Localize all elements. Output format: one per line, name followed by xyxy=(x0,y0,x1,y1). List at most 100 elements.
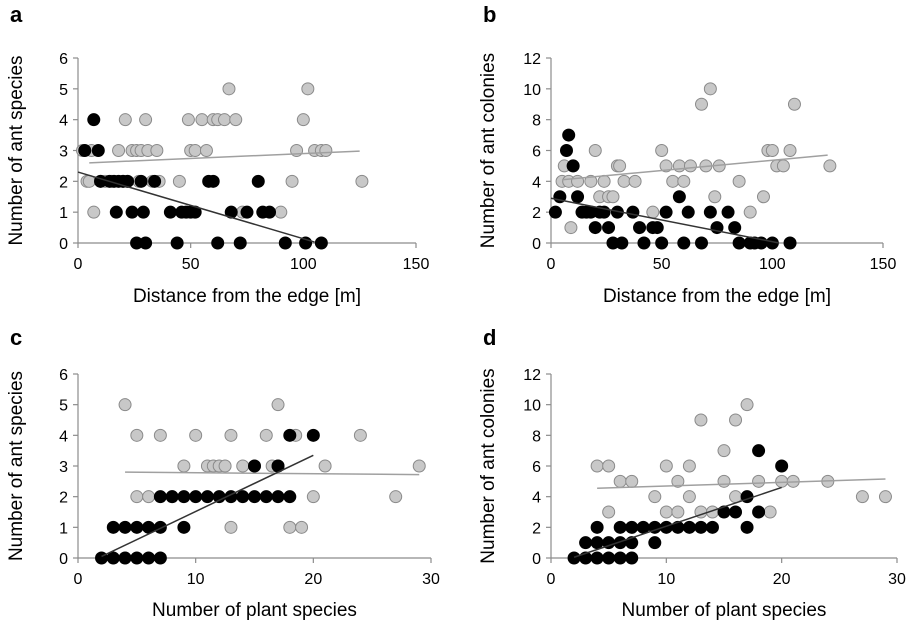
x-tick-label: 150 xyxy=(870,256,897,273)
gray-data-point xyxy=(584,174,598,188)
x-tick-label: 0 xyxy=(547,256,556,273)
black-data-point xyxy=(695,236,709,250)
gray-data-point xyxy=(717,474,731,488)
black-data-point xyxy=(177,520,191,534)
black-data-point xyxy=(153,551,167,565)
black-data-point xyxy=(672,190,686,204)
y-tick-label: 8 xyxy=(532,113,541,130)
gray-data-point xyxy=(130,490,144,504)
black-data-point xyxy=(118,520,132,534)
gray-data-point xyxy=(389,490,403,504)
gray-trend-line xyxy=(561,154,828,181)
black-data-point xyxy=(655,236,669,250)
black-data-point xyxy=(637,236,651,250)
black-data-point xyxy=(306,428,320,442)
panel-letter: c xyxy=(10,325,22,350)
gray-data-point xyxy=(195,113,209,127)
black-data-point xyxy=(602,221,616,235)
gray-data-point xyxy=(765,144,779,157)
gray-data-point xyxy=(659,459,673,473)
y-tick-label: 6 xyxy=(59,367,68,384)
gray-data-point xyxy=(732,174,746,188)
black-data-point xyxy=(153,520,167,534)
gray-data-point xyxy=(259,428,273,442)
gray-data-point xyxy=(236,459,250,473)
y-tick-label: 10 xyxy=(523,82,541,99)
black-data-point xyxy=(783,236,797,250)
gray-data-point xyxy=(783,144,797,157)
y-tick-label: 6 xyxy=(532,144,541,161)
black-data-point xyxy=(703,205,717,219)
gray-data-point xyxy=(708,190,722,204)
y-tick-label: 4 xyxy=(532,174,541,191)
black-data-point xyxy=(278,236,292,250)
gray-trend-line xyxy=(597,478,886,489)
y-tick-label: 8 xyxy=(532,428,541,445)
black-data-point xyxy=(613,520,627,534)
gray-data-point xyxy=(283,520,297,534)
gray-data-point xyxy=(153,428,167,442)
gray-data-point xyxy=(613,474,627,488)
black-data-point xyxy=(283,490,297,504)
black-data-point xyxy=(259,490,273,504)
black-data-point xyxy=(240,205,254,219)
gray-data-point xyxy=(659,505,673,519)
gray-data-point xyxy=(855,490,869,504)
black-trend-line xyxy=(77,171,315,243)
black-data-point xyxy=(677,236,691,250)
y-tick-label: 0 xyxy=(59,551,68,568)
gray-data-point xyxy=(295,520,309,534)
black-data-point xyxy=(590,520,604,534)
gray-data-point xyxy=(118,398,132,412)
black-data-point xyxy=(732,236,746,250)
x-tick-label: 100 xyxy=(759,256,786,273)
gray-data-point xyxy=(177,459,191,473)
x-axis-title: Distance from the edge [m] xyxy=(133,286,361,307)
gray-data-point xyxy=(218,459,232,473)
black-data-point xyxy=(559,144,573,157)
x-tick-label: 30 xyxy=(422,571,440,588)
gray-data-point xyxy=(606,190,620,204)
black-data-point xyxy=(566,159,580,173)
black-data-point xyxy=(106,520,120,534)
y-tick-label: 5 xyxy=(59,82,68,99)
black-data-point xyxy=(590,536,604,550)
black-data-point xyxy=(109,205,123,219)
gray-data-point xyxy=(703,82,717,96)
black-data-point xyxy=(78,144,92,157)
gray-data-point xyxy=(150,144,164,157)
black-data-point xyxy=(130,520,144,534)
black-data-point xyxy=(729,505,743,519)
panel-letter: b xyxy=(483,2,496,27)
x-tick-label: 0 xyxy=(74,571,83,588)
black-data-point xyxy=(562,128,576,142)
gray-data-point xyxy=(776,159,790,173)
y-tick-label: 12 xyxy=(523,51,541,68)
y-axis-title: Number of ant colonies xyxy=(478,368,499,563)
black-data-point xyxy=(271,490,285,504)
black-data-point xyxy=(177,490,191,504)
gray-data-point xyxy=(717,444,731,458)
y-tick-label: 4 xyxy=(59,113,68,130)
gray-data-point xyxy=(224,428,238,442)
gray-data-point xyxy=(756,190,770,204)
gray-data-point xyxy=(301,82,315,96)
y-tick-label: 4 xyxy=(59,428,68,445)
y-tick-label: 3 xyxy=(59,459,68,476)
black-trend-line xyxy=(101,454,314,558)
black-data-point xyxy=(170,236,184,250)
black-data-point xyxy=(163,205,177,219)
gray-data-point xyxy=(217,113,231,127)
gray-data-point xyxy=(655,144,669,157)
gray-data-point xyxy=(617,174,631,188)
black-data-point xyxy=(233,236,247,250)
gray-trend-line xyxy=(125,471,420,476)
x-tick-label: 0 xyxy=(74,256,83,273)
gray-data-point xyxy=(588,144,602,157)
black-data-point xyxy=(728,221,742,235)
x-tick-label: 20 xyxy=(773,571,791,588)
black-data-point xyxy=(125,205,139,219)
black-data-point xyxy=(752,505,766,519)
gray-data-point xyxy=(224,520,238,534)
